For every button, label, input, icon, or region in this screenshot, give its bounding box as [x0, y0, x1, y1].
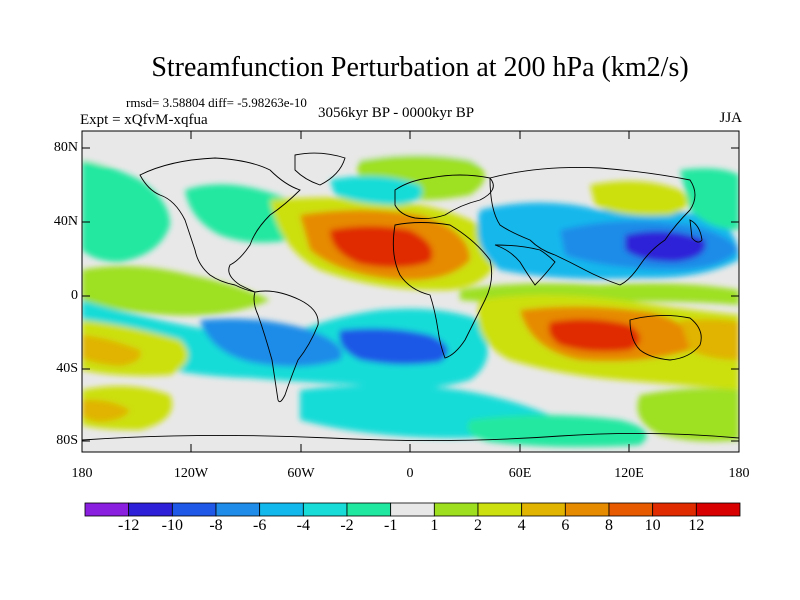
s-indian-high [548, 319, 640, 352]
far-south-green [637, 388, 739, 442]
colorbar-box [608, 502, 654, 517]
colorbar-box [390, 502, 435, 517]
south-america-coast [253, 290, 319, 403]
colorbar-label: 1 [430, 517, 439, 534]
siberia-green [590, 181, 688, 216]
colorbar-box [302, 502, 348, 517]
lat-label: 80S [56, 433, 78, 448]
stats-text: rmsd= 3.58804 diff= -5.98263e-10 [126, 95, 307, 110]
japan-coast [689, 219, 703, 243]
figure-title: Streamfunction Perturbation at 200 hPa (… [151, 52, 689, 83]
colorbar-label: 4 [517, 517, 526, 534]
africa-coast [392, 222, 493, 359]
contour-field [82, 131, 739, 452]
lat-label: 0 [71, 288, 78, 303]
lat-label: 40S [56, 361, 78, 376]
arctic-band [82, 131, 739, 170]
colorbar-box [433, 502, 479, 517]
australia-orange [680, 319, 739, 360]
season-label: JJA [719, 110, 742, 126]
antarctica-coast [82, 432, 739, 442]
europe-coast [394, 174, 494, 220]
greenland-coast [294, 152, 346, 186]
period-label: 3056kyr BP - 0000kyr BP [318, 105, 475, 121]
lon-label: 180 [71, 466, 93, 481]
colorbar-box [128, 502, 173, 517]
colorbar-label: 6 [561, 517, 570, 534]
colorbar-box [652, 502, 697, 517]
lon-label: 60E [508, 466, 532, 481]
colorbar-box [695, 502, 741, 517]
arctic-cyan [330, 176, 423, 205]
colorbar-label: -8 [209, 517, 223, 534]
colorbar-box [521, 502, 566, 517]
asia-coast [489, 166, 696, 286]
east-pacific-green [82, 266, 270, 316]
colorbar-label: -12 [117, 517, 140, 534]
colorbar-label: 12 [688, 517, 705, 534]
lon-label: 120W [173, 466, 209, 481]
nw-pacific-cyan [82, 160, 170, 262]
lat-label: 80N [53, 140, 78, 155]
lon-label: 0 [406, 466, 414, 481]
colorbar-label: -4 [296, 517, 310, 534]
lon-label: 120E [614, 466, 644, 481]
experiment-label: Expt = xQfvM-xqfua [80, 112, 208, 128]
se-pacific-orange [82, 335, 141, 366]
colorbar-box [259, 502, 304, 517]
axis-ticks [81, 131, 740, 452]
ne-pacific-cyan [680, 168, 739, 230]
n-atlantic-high [330, 226, 433, 268]
coastlines [82, 152, 739, 442]
s-pacific-blue [200, 318, 342, 367]
nw-pacific-low [625, 231, 706, 262]
s-atlantic-blue [339, 328, 448, 365]
lon-label: 60W [287, 466, 315, 481]
colorbar-box [477, 502, 523, 517]
colorbar-label: -10 [161, 517, 183, 534]
colorbar-box [215, 502, 261, 517]
north-america-coast [139, 157, 301, 293]
colorbar-box [346, 502, 392, 517]
colorbar [84, 502, 741, 517]
lon-label: 180 [728, 466, 750, 481]
colorbar-label: 10 [644, 517, 661, 534]
lat-label: 40N [53, 214, 78, 229]
arabia-india-coast [494, 244, 556, 286]
colorbar-box [171, 502, 217, 517]
colorbar-label: 8 [605, 517, 613, 534]
colorbar-label: -6 [252, 517, 267, 534]
southern-ocean-orange [82, 399, 130, 422]
colorbar-box [84, 502, 130, 517]
colorbar-label: -1 [383, 517, 398, 534]
australia-coast [629, 315, 702, 361]
colorbar-box [564, 502, 610, 517]
colorbar-label: 2 [474, 517, 482, 534]
colorbar-label: -2 [340, 517, 354, 534]
